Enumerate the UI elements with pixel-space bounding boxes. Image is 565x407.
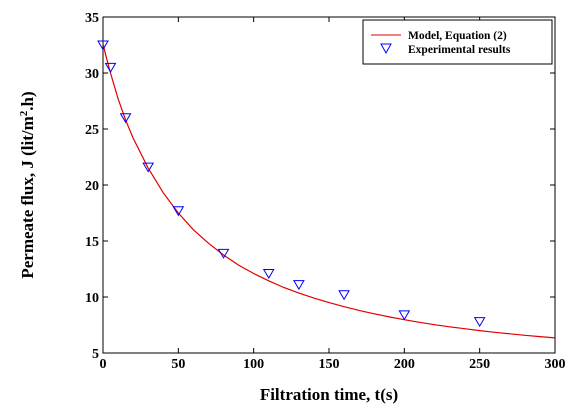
x-tick-label: 100 <box>243 357 264 372</box>
x-tick-label: 150 <box>319 357 340 372</box>
y-tick-labels: 5 10 15 20 25 30 35 <box>85 11 99 362</box>
y-tick-label: 35 <box>85 11 99 26</box>
legend: Model, Equation (2) Experimental results <box>362 19 553 65</box>
x-axis-title: Filtration time, t(s) <box>260 385 398 404</box>
y-axis-title-sup: 2 <box>18 110 30 116</box>
legend-label-model: Model, Equation (2) <box>408 30 507 42</box>
x-tick-label: 200 <box>394 357 415 372</box>
experimental-point <box>262 268 275 279</box>
y-tick-label: 25 <box>85 123 99 138</box>
x-tick-label: 250 <box>469 357 490 372</box>
experimental-point <box>104 62 117 73</box>
experimental-point <box>119 113 132 124</box>
experimental-point <box>142 162 155 173</box>
experimental-point <box>338 290 350 301</box>
x-tick-label: 0 <box>100 357 107 372</box>
experimental-point <box>292 280 305 291</box>
legend-label-experimental: Experimental results <box>408 44 511 56</box>
experimental-point <box>217 248 230 259</box>
experimental-point <box>172 206 185 217</box>
y-tick-label: 30 <box>85 67 99 82</box>
experimental-point <box>97 40 109 51</box>
experimental-point <box>398 310 411 321</box>
y-axis-title: Permeate flux, J (lit/m2.h) <box>18 91 37 278</box>
plot-marks <box>97 40 556 339</box>
y-axis-title-main: Permeate flux, J (lit/m <box>18 116 37 278</box>
y-axis-title-tail: .h) <box>18 91 37 110</box>
experimental-point <box>473 317 486 328</box>
y-tick-label: 10 <box>85 291 99 306</box>
x-tick-label: 300 <box>545 357 565 372</box>
y-tick-label: 5 <box>92 347 99 362</box>
legend-box <box>362 19 553 65</box>
model-curve <box>102 43 556 339</box>
x-tick-label: 50 <box>171 357 185 372</box>
plot-area <box>102 16 556 354</box>
y-tick-label: 20 <box>85 179 99 194</box>
x-tick-labels: 0 50 100 150 200 250 300 <box>100 357 565 372</box>
y-tick-label: 15 <box>85 235 99 250</box>
legend-marker-swatch <box>380 43 392 55</box>
